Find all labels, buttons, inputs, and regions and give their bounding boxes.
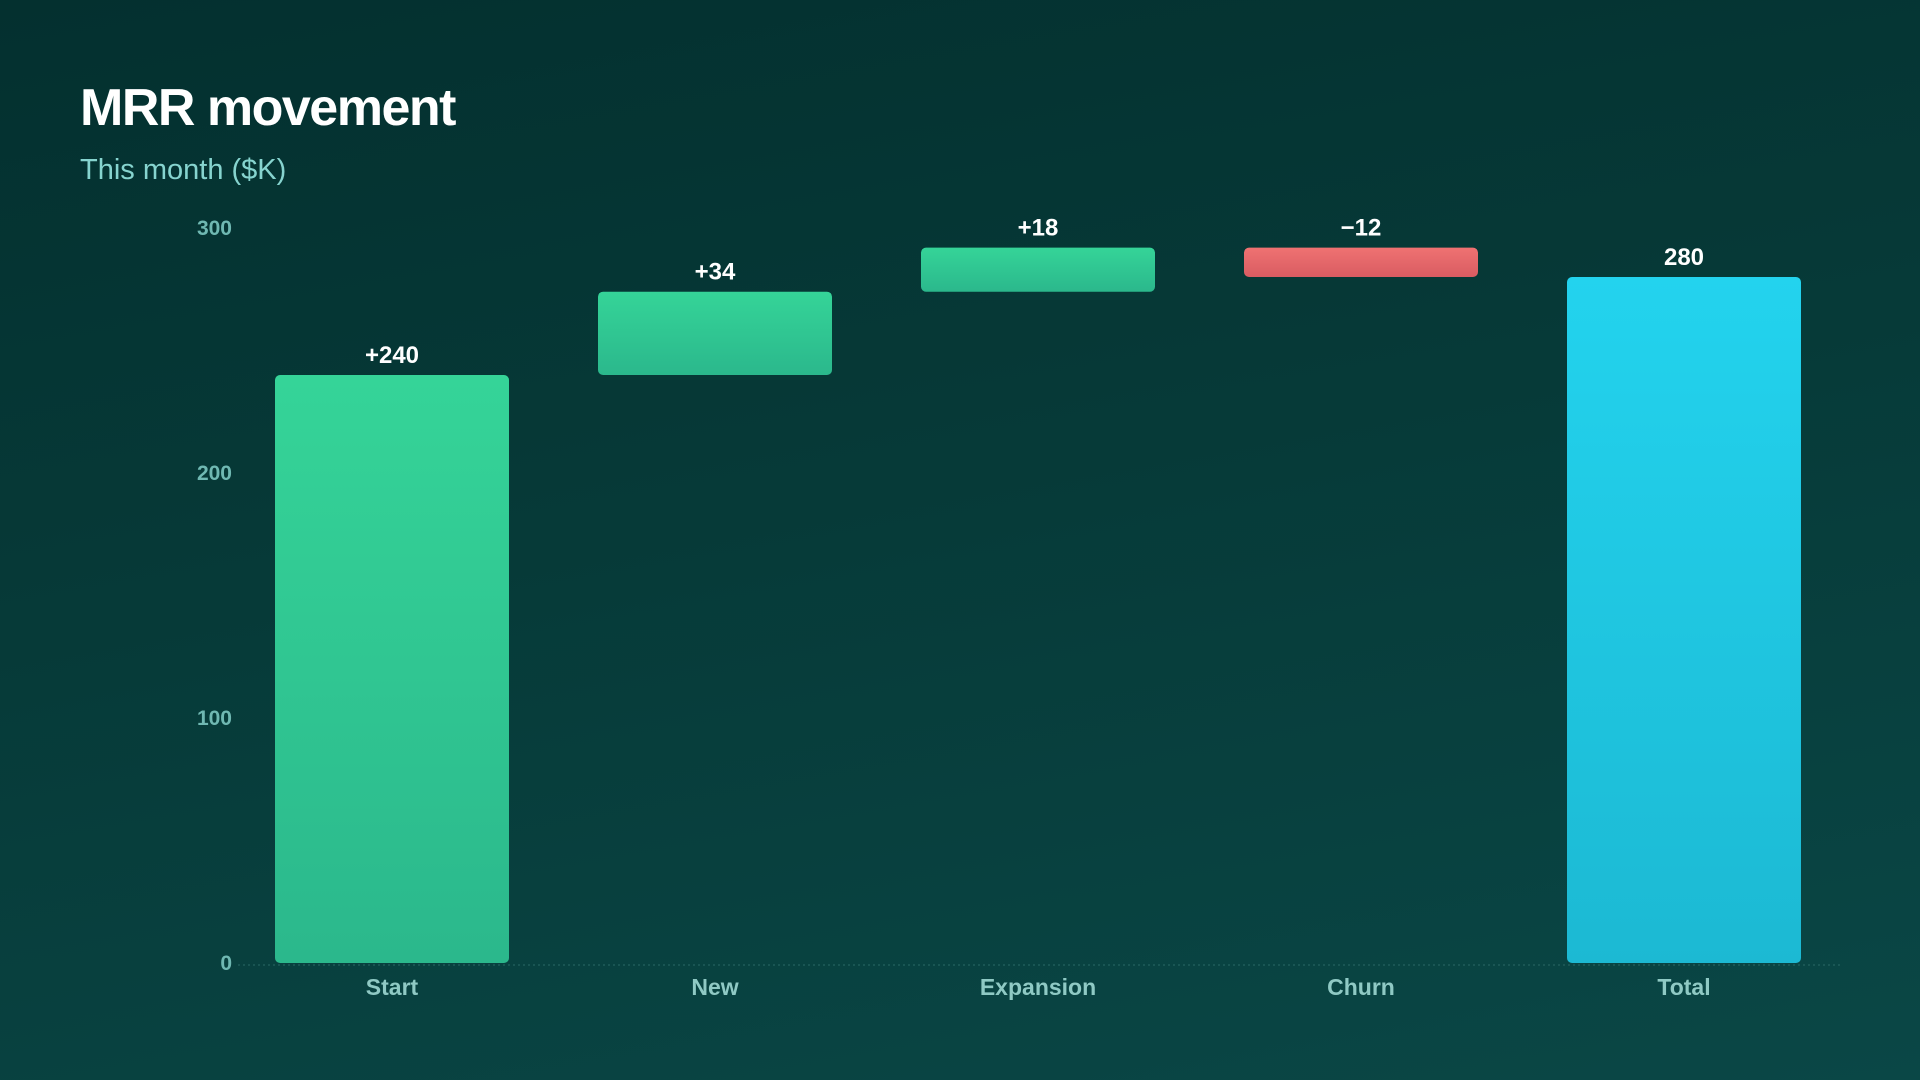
x-axis: Start New Expansion Churn Total xyxy=(366,974,1711,1000)
data-label-total: 280 xyxy=(1664,244,1704,271)
data-label-expansion: +18 xyxy=(1018,215,1059,242)
y-tick-label: 200 xyxy=(197,462,232,485)
bars xyxy=(275,247,1801,963)
x-tick-label: Churn xyxy=(1327,974,1395,1000)
data-label-new: +34 xyxy=(695,259,736,286)
y-tick-label: 300 xyxy=(197,217,232,240)
y-tick-label: 0 xyxy=(220,952,232,975)
x-tick-label: Expansion xyxy=(980,974,1096,1000)
y-tick-label: 100 xyxy=(197,707,232,730)
bar-new xyxy=(598,291,832,375)
data-label-churn: −12 xyxy=(1341,215,1382,242)
bar-start xyxy=(275,375,509,963)
data-label-start: +240 xyxy=(365,342,419,369)
bar-churn xyxy=(1244,247,1478,277)
y-axis: 0 100 200 300 xyxy=(197,217,232,975)
x-tick-label: Start xyxy=(366,974,419,1000)
chart-subtitle: This month ($K) xyxy=(80,154,287,186)
x-tick-label: Total xyxy=(1657,974,1710,1000)
data-labels: +240 +34 +18 −12 280 xyxy=(365,215,1704,369)
chart-title: MRR movement xyxy=(80,79,456,137)
bar-total xyxy=(1567,277,1801,963)
bar-expansion xyxy=(921,247,1155,292)
x-tick-label: New xyxy=(691,974,738,1000)
